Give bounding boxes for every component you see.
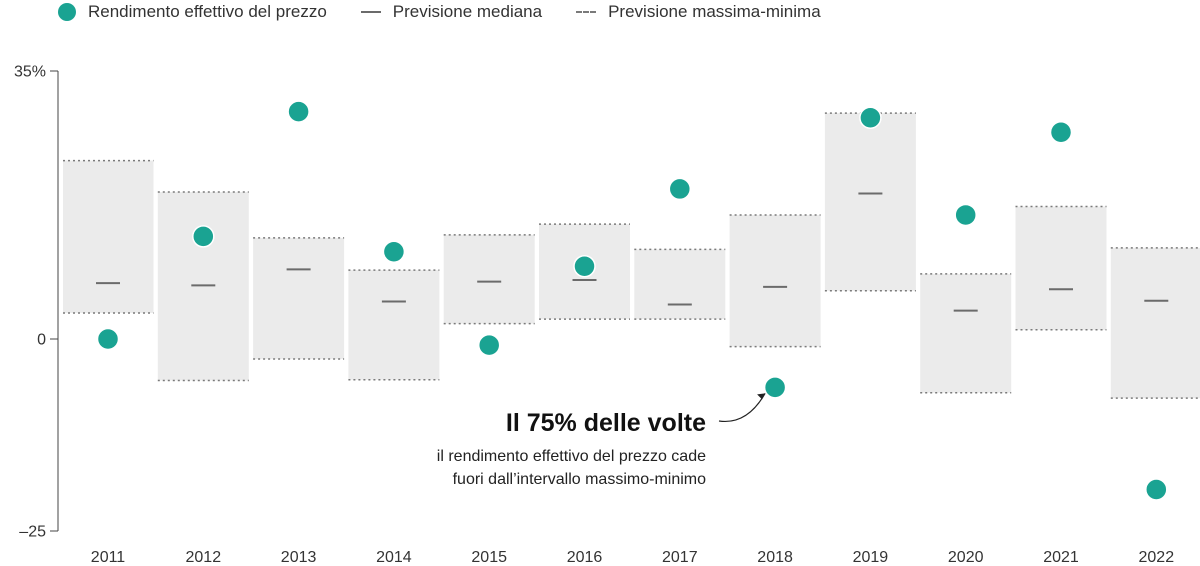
x-tick-label: 2014 bbox=[376, 549, 412, 566]
annotation-arrow-head-icon bbox=[757, 393, 766, 400]
legend-label-median: Previsione mediana bbox=[392, 2, 543, 21]
actual-point bbox=[763, 376, 787, 399]
legend-median-line-icon bbox=[360, 11, 381, 13]
actual-point bbox=[668, 177, 692, 201]
x-tick-label: 2013 bbox=[281, 549, 317, 566]
actual-point bbox=[96, 327, 120, 351]
range-box bbox=[729, 214, 821, 347]
x-tick-label: 2021 bbox=[1043, 549, 1079, 566]
x-tick-label: 2022 bbox=[1139, 549, 1175, 566]
range-box bbox=[443, 234, 535, 324]
axes: 35% 0 –25 bbox=[14, 64, 59, 541]
legend-label-range: Previsione massima-minima bbox=[608, 2, 821, 21]
x-tick-label: 2018 bbox=[757, 549, 793, 566]
range-box bbox=[63, 160, 154, 313]
x-tick-label: 2012 bbox=[186, 549, 222, 566]
range-box bbox=[1015, 206, 1107, 330]
annotation-title: Il 75% delle volte bbox=[506, 409, 706, 437]
x-tick-label: 2019 bbox=[853, 549, 889, 566]
actual-point bbox=[477, 333, 501, 357]
range-box bbox=[824, 113, 916, 291]
actual-point bbox=[192, 225, 215, 248]
actual-point bbox=[954, 203, 977, 227]
range-box bbox=[253, 237, 345, 359]
actual-point bbox=[1145, 478, 1168, 501]
range-box bbox=[348, 270, 440, 380]
y-tick-label: –25 bbox=[19, 524, 46, 541]
legend-item-actual: Rendimento effettivo del prezzo bbox=[58, 2, 327, 22]
legend-item-median: Previsione mediana bbox=[360, 2, 543, 22]
median-marks bbox=[96, 192, 1169, 312]
x-tick-label: 2017 bbox=[662, 549, 698, 566]
x-tick-label: 2011 bbox=[91, 549, 126, 566]
legend-item-range: Previsione massima-minima bbox=[576, 2, 821, 22]
legend: Rendimento effettivo del prezzo Previsio… bbox=[58, 0, 855, 24]
x-tick-label: 2020 bbox=[948, 549, 984, 566]
actual-point bbox=[287, 100, 310, 123]
annotation-line: il rendimento effettivo del prezzo cade bbox=[437, 448, 706, 465]
y-tick-label: 35% bbox=[14, 64, 46, 81]
actual-point bbox=[1049, 121, 1073, 144]
legend-dashed-line-icon bbox=[576, 11, 597, 13]
y-tick-label: 0 bbox=[37, 332, 46, 349]
legend-label-actual: Rendimento effettivo del prezzo bbox=[88, 2, 327, 21]
actual-point bbox=[382, 240, 406, 263]
range-box bbox=[634, 249, 726, 320]
actual-point bbox=[859, 106, 882, 129]
legend-dot-icon bbox=[58, 3, 76, 21]
actual-points bbox=[96, 100, 1168, 501]
range-box bbox=[920, 273, 1012, 393]
range-box bbox=[1110, 247, 1200, 399]
x-tick-labels: 2011 2012 2013 2014 2015 2016 2017 2018 2019 2020… bbox=[91, 549, 1174, 566]
x-tick-label: 2015 bbox=[471, 549, 507, 566]
annotation-arrow bbox=[718, 393, 766, 423]
x-tick-label: 2016 bbox=[567, 549, 603, 566]
actual-point bbox=[573, 255, 596, 278]
annotation-line: fuori dall’intervallo massimo-minimo bbox=[453, 471, 707, 488]
annotation: Il 75% delle volte il rendimento effettiv… bbox=[437, 393, 766, 488]
range-boxes bbox=[63, 112, 1200, 399]
